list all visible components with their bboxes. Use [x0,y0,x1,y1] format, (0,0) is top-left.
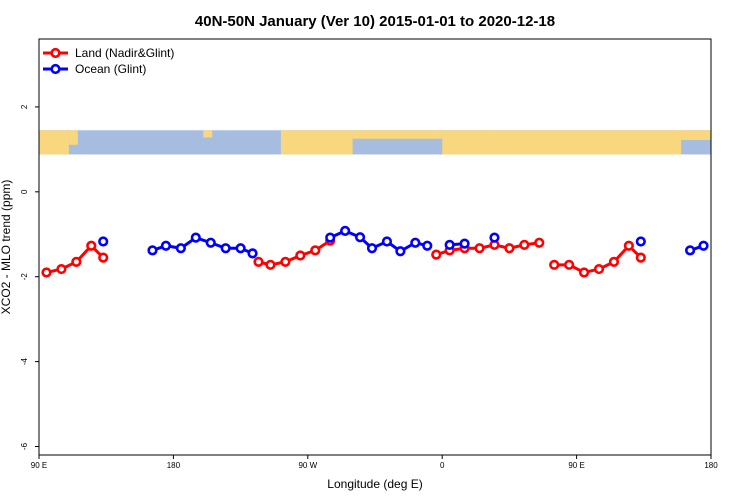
y-tick-label: -4 [20,358,29,366]
y-axis-label: XCO2 - MLO trend (ppm) [0,180,13,315]
x-tick-label: 90 E [31,461,47,470]
data-point [422,240,433,251]
chart-title: 40N-50N January (Ver 10) 2015-01-01 to 2… [195,13,555,30]
data-point [623,240,634,251]
data-point [381,236,393,247]
data-point [175,243,186,254]
data-point [98,252,109,263]
data-point [235,243,246,254]
series [98,225,709,259]
data-point [549,259,560,270]
data-point [98,236,109,247]
data-point [459,238,470,249]
map-land [280,130,353,155]
axes: 90 E 180 90 W 0 90 E 180 2 0 -2 -4 -6 [20,104,718,470]
map-land [68,130,78,145]
world-map-strip [39,130,711,155]
data-point [489,232,500,243]
y-tick-label: -2 [20,273,29,281]
legend-label: Ocean (Glint) [75,62,146,76]
data-point [253,256,264,267]
data-point [147,245,158,256]
data-point [280,256,291,267]
x-tick-label: 0 [440,461,445,470]
data-point [247,248,258,259]
data-point [608,256,620,267]
data-point [504,243,515,254]
data-point [265,259,276,270]
data-point [56,263,67,275]
data-point [410,237,421,248]
plot-frame [38,38,712,456]
legend-marker [50,47,61,59]
data-point [220,243,231,254]
data-point [354,232,366,243]
data-point [431,249,442,260]
map-land [352,130,443,139]
data-point [635,236,646,247]
y-tick-label: 0 [20,189,29,194]
legend-marker [50,63,61,75]
data-point [684,245,696,256]
data-point [698,240,709,251]
legend: Land (Nadir&Glint) Ocean (Glint) [43,46,174,76]
data-point [160,240,172,251]
x-axis-label: Longitude (deg E) [327,477,422,491]
map-land [39,130,69,155]
y-tick-label: 2 [20,104,29,109]
data-point [578,267,590,278]
data-point [86,240,97,251]
data-point [474,243,485,254]
x-tick-label: 90 W [298,461,317,470]
series [41,235,646,278]
map-land [203,130,213,138]
data-point [41,267,52,278]
data-point [190,232,201,243]
map-land [442,130,495,155]
map-land [494,130,682,155]
data-point [366,243,378,254]
data-point [395,246,406,257]
data-point [310,245,321,256]
data-point [71,256,82,267]
data-point [564,259,575,270]
data-point [635,252,646,263]
data-point [205,237,216,248]
data-point [340,225,351,236]
map-land [681,130,711,140]
data-point [519,239,530,250]
x-tick-label: 180 [167,461,181,470]
data-point [295,250,306,261]
x-tick-label: 90 E [568,461,584,470]
data-point [593,263,605,275]
data-point [534,237,545,248]
legend-label: Land (Nadir&Glint) [75,46,174,60]
data-point [444,239,455,250]
data-series [41,225,709,278]
x-tick-label: 180 [704,461,718,470]
y-tick-label: -6 [20,442,29,450]
data-point [325,232,336,243]
